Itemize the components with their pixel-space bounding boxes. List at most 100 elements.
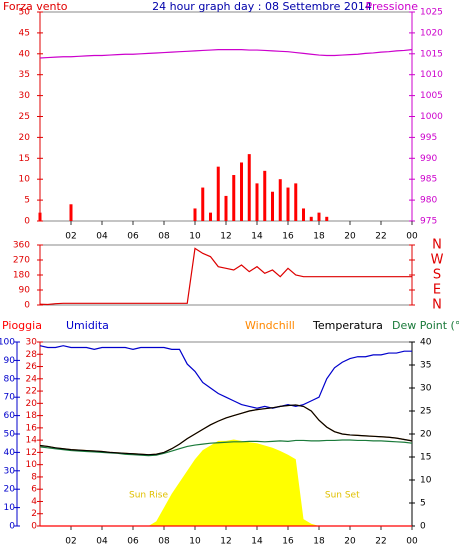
tick-label: 10 (26, 460, 38, 470)
tick-label: 5 (24, 196, 30, 206)
tick-label: 2 (31, 509, 37, 519)
wind-bar (247, 154, 251, 221)
x-tick-label: 10 (189, 537, 201, 547)
tick-label: 10 (4, 503, 16, 513)
x-tick-label: 22 (375, 232, 386, 242)
tick-label: 30 (420, 384, 432, 394)
x-tick-label: 00 (406, 537, 418, 547)
tick-label: S (433, 268, 441, 283)
tick-label: 270 (13, 256, 30, 266)
tick-label: 90 (19, 286, 31, 296)
x-tick-label: 04 (96, 232, 108, 242)
series-line (39, 247, 412, 306)
wind-bar (232, 175, 236, 221)
x-tick-label: 22 (375, 537, 386, 547)
legend-entry: Temperatura (312, 319, 383, 332)
x-tick-label: 12 (220, 232, 231, 242)
x-tick-label: 08 (158, 232, 170, 242)
tick-label: 12 (26, 448, 37, 458)
tick-label: 990 (420, 154, 437, 164)
tick-label: 1000 (420, 112, 443, 122)
tick-label: 20 (420, 430, 432, 440)
wind-bar (309, 216, 313, 221)
x-tick-label: 16 (282, 232, 294, 242)
tick-label: 8 (31, 472, 37, 482)
tick-label: 15 (19, 154, 30, 164)
y-axis-title: Forza vento (3, 0, 68, 13)
x-tick-label: 12 (220, 537, 231, 547)
tick-label: 20 (26, 399, 38, 409)
tick-label: 25 (420, 407, 431, 417)
x-tick-label: 18 (313, 232, 325, 242)
tick-label: 100 (0, 338, 15, 348)
tick-label: N (432, 238, 442, 253)
x-tick-label: 10 (189, 232, 201, 242)
tick-label: 50 (4, 430, 16, 440)
legend-entry: Windchill (245, 319, 295, 332)
annotation: Sun Set (325, 491, 360, 501)
wind-bar (209, 212, 212, 221)
tick-label: 0 (24, 301, 30, 311)
tick-label: 40 (420, 338, 432, 348)
x-tick-label: 18 (313, 537, 325, 547)
tick-label: 1005 (420, 91, 443, 101)
wind-bar (240, 162, 243, 221)
tick-label: 90 (4, 356, 16, 366)
x-tick-label: 02 (65, 537, 76, 547)
wind-bar (271, 191, 274, 221)
tick-label: 975 (420, 217, 437, 227)
tick-label: 45 (19, 28, 30, 38)
tick-label: 980 (420, 196, 437, 206)
wind-bar (255, 183, 259, 221)
tick-label: 30 (4, 466, 16, 476)
tick-label: 0 (24, 217, 30, 227)
wind-bar (201, 187, 205, 221)
series-line (39, 439, 413, 457)
series-line (39, 345, 412, 409)
tick-label: 5 (420, 499, 426, 509)
tick-label: 25 (19, 112, 30, 122)
tick-label: N (432, 298, 442, 313)
tick-label: 40 (4, 448, 16, 458)
x-tick-label: 06 (127, 232, 139, 242)
wind-bar (278, 179, 282, 221)
x-tick-label: 08 (158, 537, 170, 547)
tick-label: 1025 (420, 8, 443, 18)
series-line (39, 49, 413, 59)
tick-label: 10 (19, 175, 31, 185)
tick-label: 0 (420, 522, 426, 532)
x-tick-label: 20 (344, 537, 356, 547)
wind-bar (294, 183, 298, 221)
wind-bar (302, 208, 305, 221)
tick-label: 14 (26, 436, 38, 446)
tick-label: 360 (13, 241, 30, 251)
tick-label: 35 (19, 70, 30, 80)
tick-label: 20 (19, 133, 31, 143)
tick-label: 26 (26, 362, 38, 372)
tick-label: 60 (4, 411, 16, 421)
x-tick-label: 06 (127, 537, 139, 547)
tick-label: 10 (420, 476, 432, 486)
wind-bar (224, 195, 228, 221)
tick-label: 40 (19, 49, 31, 59)
legend-entry: Dew Point (°C (392, 319, 459, 332)
wind-bar (193, 208, 197, 221)
series-line (39, 404, 413, 456)
tick-label: 24 (26, 374, 38, 384)
tick-label: 22 (26, 387, 37, 397)
x-tick-label: 02 (65, 232, 76, 242)
y2-axis-title: Pressione (366, 0, 419, 13)
tick-label: E (433, 283, 441, 298)
tick-label: 180 (13, 271, 30, 281)
tick-label: 1015 (420, 49, 443, 59)
x-tick-label: 16 (282, 537, 294, 547)
tick-label: 28 (26, 350, 38, 360)
tick-label: 1010 (420, 70, 443, 80)
tick-label: 30 (19, 91, 31, 101)
tick-label: 70 (4, 393, 16, 403)
tick-label: 0 (31, 522, 37, 532)
wind-bar (325, 216, 329, 221)
legend-entry: Pioggia (2, 319, 42, 332)
wind-bar (286, 187, 290, 221)
